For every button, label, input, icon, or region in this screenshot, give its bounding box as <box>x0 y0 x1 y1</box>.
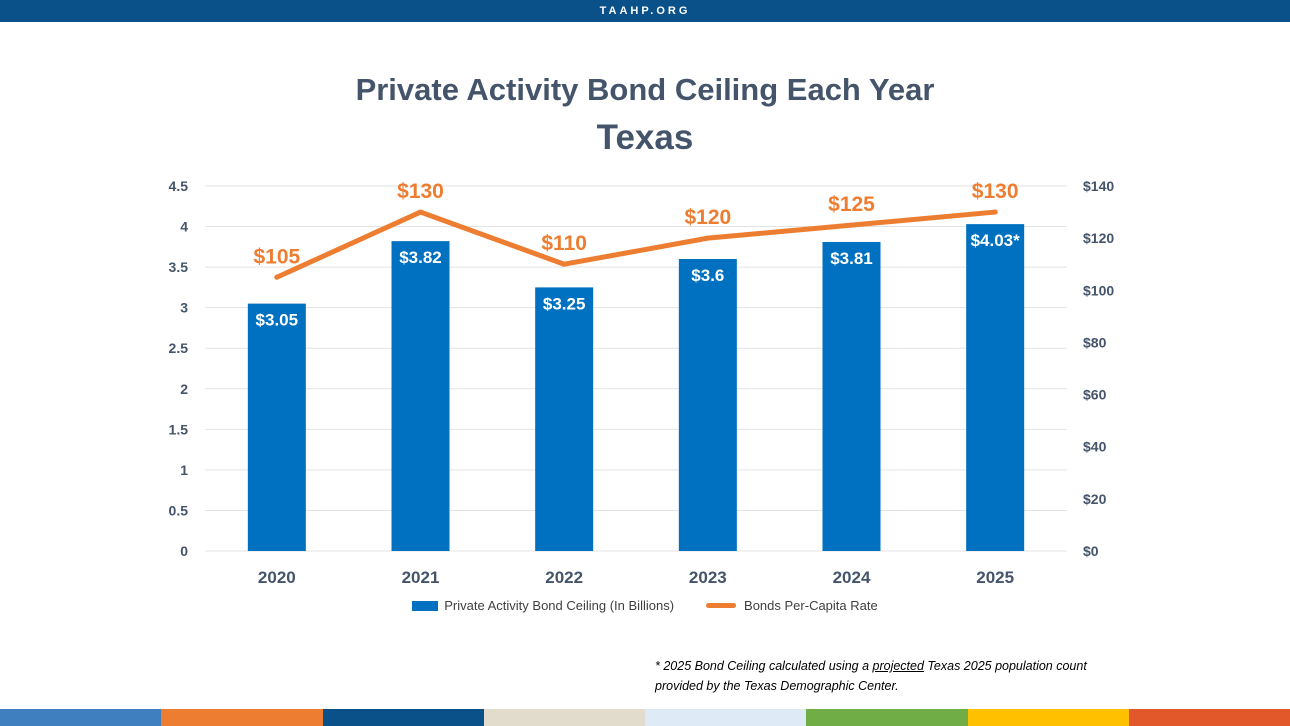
y-right-tick-label: $100 <box>1083 282 1114 298</box>
y-right-tick-label: $120 <box>1083 230 1114 246</box>
bond-ceiling-chart: 0 0.5 1 1.5 2 2.5 3 3.5 4 4.5 $0 $20 $40 $60 $80 $100 $1… <box>169 178 1115 587</box>
y-left-tick-label: 1.5 <box>169 421 189 437</box>
strip-segment <box>161 709 323 726</box>
bottom-color-strip <box>0 709 1290 726</box>
bar <box>247 303 306 551</box>
bar-data-label: $3.05 <box>256 311 299 330</box>
strip-segment <box>1128 709 1290 726</box>
bar <box>822 241 881 551</box>
x-tick-label: 2023 <box>689 568 727 587</box>
series-line <box>274 209 998 280</box>
x-tick-label: 2024 <box>833 568 871 587</box>
strip-segment <box>967 709 1129 726</box>
chart-subtitle: Texas <box>596 118 694 157</box>
line-point <box>418 209 423 215</box>
y-left-tick-label: 0.5 <box>169 502 189 518</box>
y-right-tick-label: $140 <box>1083 178 1114 194</box>
bar <box>535 287 594 551</box>
line-point <box>849 222 854 228</box>
bar-data-label: $3.82 <box>399 248 442 267</box>
bar-data-label: $3.25 <box>543 294 586 313</box>
line-point <box>274 274 280 280</box>
bar <box>678 259 737 551</box>
bar-data-label: $3.6 <box>691 266 724 285</box>
footnote-text-start: * 2025 Bond Ceiling calculated using a <box>655 659 873 673</box>
bar <box>391 241 450 551</box>
y-left-tick-label: 1 <box>180 462 188 478</box>
y-left-tick-label: 0 <box>180 543 188 559</box>
legend-item-bond-ceiling: Private Activity Bond Ceiling (In Billio… <box>412 598 674 613</box>
line-point <box>992 209 998 215</box>
y-left-tick-label: 3 <box>180 300 188 316</box>
line-data-label: $130 <box>397 180 444 203</box>
bar-data-label: $4.03* <box>971 231 1021 250</box>
line-data-label: $120 <box>684 206 731 229</box>
x-tick-label: 2021 <box>402 568 440 587</box>
strip-segment <box>322 709 484 726</box>
y-right-tick-label: $20 <box>1083 491 1107 507</box>
line-data-label: $125 <box>828 193 875 216</box>
line-data-label: $110 <box>541 232 587 255</box>
line-data-label: $130 <box>972 180 1019 203</box>
legend-item-per-capita: Bonds Per-Capita Rate <box>706 598 878 613</box>
line-point <box>561 261 567 267</box>
y-right-tick-label: $80 <box>1083 334 1107 350</box>
footnote: * 2025 Bond Ceiling calculated using a p… <box>655 656 1135 696</box>
site-header-bar: TAAHP.ORG <box>0 0 1290 22</box>
site-name: TAAHP.ORG <box>599 5 691 17</box>
legend-swatch-bar <box>412 600 439 611</box>
strip-segment <box>0 709 162 726</box>
footnote-text-end: Texas 2025 population count provided by … <box>655 659 1087 693</box>
line-point <box>705 235 711 241</box>
line-data-label: $105 <box>253 245 300 268</box>
y-left-tick-label: 2.5 <box>169 340 189 356</box>
chart-title: Private Activity Bond Ceiling Each Year <box>355 72 935 107</box>
legend-label-bond-ceiling: Private Activity Bond Ceiling (In Billio… <box>444 598 675 613</box>
bar-data-label: $3.81 <box>830 249 873 268</box>
x-tick-label: 2022 <box>545 568 583 587</box>
legend-label-per-capita: Bonds Per-Capita Rate <box>744 598 878 613</box>
x-tick-label: 2025 <box>976 568 1014 587</box>
legend-swatch-line <box>706 603 737 608</box>
y-left-tick-label: 4.5 <box>169 178 189 194</box>
strip-segment <box>806 709 968 726</box>
strip-segment <box>483 709 645 726</box>
bar <box>966 224 1025 551</box>
y-left-tick-label: 3.5 <box>169 259 189 275</box>
footnote-emphasis: projected <box>872 659 924 673</box>
chart-legend: Private Activity Bond Ceiling (In Billio… <box>0 598 1290 613</box>
y-left-tick-label: 4 <box>180 219 188 235</box>
y-right-tick-label: $0 <box>1083 543 1099 559</box>
x-tick-label: 2020 <box>258 568 296 587</box>
y-right-tick-label: $60 <box>1083 387 1107 403</box>
y-right-tick-label: $40 <box>1083 439 1107 455</box>
strip-segment <box>645 709 807 726</box>
y-left-tick-label: 2 <box>180 381 188 397</box>
